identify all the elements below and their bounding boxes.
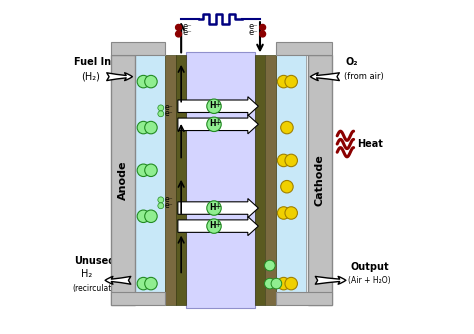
Text: e⁻: e⁻ bbox=[249, 22, 258, 31]
Circle shape bbox=[137, 164, 150, 177]
FancyArrow shape bbox=[178, 115, 258, 134]
Text: Anode: Anode bbox=[118, 160, 128, 200]
Text: e⁻: e⁻ bbox=[249, 28, 258, 37]
Text: +: + bbox=[214, 202, 221, 211]
Bar bbox=[265, 55, 276, 305]
Circle shape bbox=[158, 111, 164, 117]
Circle shape bbox=[137, 277, 150, 290]
Circle shape bbox=[207, 201, 221, 215]
Circle shape bbox=[285, 277, 297, 290]
Text: H: H bbox=[209, 203, 215, 212]
Text: H₂: H₂ bbox=[81, 269, 92, 279]
Circle shape bbox=[277, 277, 290, 290]
Circle shape bbox=[277, 75, 290, 88]
Text: Output: Output bbox=[350, 262, 389, 272]
Circle shape bbox=[207, 219, 221, 233]
Circle shape bbox=[145, 75, 157, 88]
Text: e⁻: e⁻ bbox=[165, 103, 173, 112]
Circle shape bbox=[281, 121, 293, 134]
Circle shape bbox=[281, 180, 293, 193]
Text: Unused: Unused bbox=[74, 256, 116, 266]
Circle shape bbox=[264, 260, 275, 271]
Circle shape bbox=[158, 105, 164, 111]
Bar bbox=[135, 55, 165, 305]
Text: (recirculated): (recirculated) bbox=[73, 284, 125, 293]
Text: +: + bbox=[214, 220, 221, 229]
Text: e⁻: e⁻ bbox=[183, 28, 192, 37]
Circle shape bbox=[145, 210, 157, 222]
Bar bbox=[276, 55, 306, 305]
Bar bbox=[165, 55, 176, 305]
Text: H: H bbox=[209, 221, 215, 230]
Bar bbox=[110, 42, 165, 55]
Circle shape bbox=[145, 164, 157, 177]
Circle shape bbox=[145, 277, 157, 290]
Circle shape bbox=[277, 154, 290, 167]
Bar bbox=[308, 55, 332, 305]
Bar bbox=[110, 55, 135, 305]
Text: e⁻: e⁻ bbox=[183, 22, 192, 31]
Circle shape bbox=[175, 24, 182, 30]
Circle shape bbox=[285, 154, 297, 167]
Circle shape bbox=[264, 278, 275, 289]
Circle shape bbox=[285, 207, 297, 219]
Text: (Air + H₂O): (Air + H₂O) bbox=[348, 276, 391, 285]
Circle shape bbox=[277, 207, 290, 219]
Circle shape bbox=[285, 75, 297, 88]
Circle shape bbox=[175, 31, 182, 37]
Circle shape bbox=[207, 117, 221, 132]
Circle shape bbox=[260, 31, 265, 37]
Circle shape bbox=[158, 197, 164, 203]
Circle shape bbox=[137, 121, 150, 134]
Text: e⁻: e⁻ bbox=[165, 201, 173, 210]
Bar bbox=[276, 292, 332, 305]
Circle shape bbox=[158, 203, 164, 209]
Bar bbox=[110, 292, 165, 305]
Text: H: H bbox=[209, 101, 215, 110]
Circle shape bbox=[207, 99, 221, 114]
Text: +: + bbox=[214, 119, 221, 128]
Bar bbox=[276, 42, 332, 55]
Circle shape bbox=[271, 278, 282, 289]
Text: Cathode: Cathode bbox=[315, 154, 325, 206]
Text: e⁻: e⁻ bbox=[165, 195, 173, 204]
Text: H: H bbox=[209, 119, 215, 128]
Circle shape bbox=[145, 121, 157, 134]
FancyArrow shape bbox=[178, 97, 258, 116]
Text: (from air): (from air) bbox=[344, 72, 383, 81]
Text: O₂: O₂ bbox=[346, 57, 358, 67]
Text: Fuel Input: Fuel Input bbox=[74, 57, 130, 67]
Circle shape bbox=[137, 210, 150, 222]
FancyArrow shape bbox=[178, 198, 258, 217]
Circle shape bbox=[260, 24, 265, 30]
Text: Heat: Heat bbox=[357, 139, 383, 149]
Text: (H₂): (H₂) bbox=[81, 72, 100, 82]
FancyArrow shape bbox=[178, 216, 258, 236]
Bar bbox=[176, 55, 186, 305]
Bar bbox=[186, 52, 255, 308]
Circle shape bbox=[137, 75, 150, 88]
Text: e⁻: e⁻ bbox=[165, 109, 173, 118]
Bar bbox=[255, 55, 265, 305]
Text: +: + bbox=[214, 101, 221, 110]
